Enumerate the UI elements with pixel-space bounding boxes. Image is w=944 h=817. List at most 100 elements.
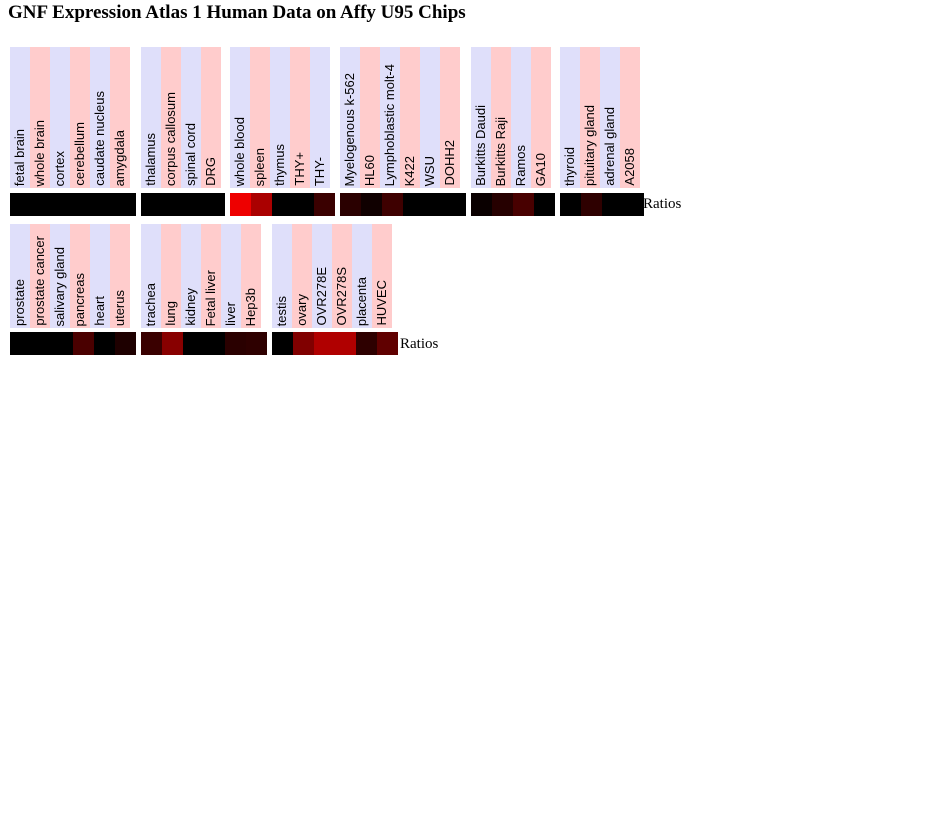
- expression-ratio-cell[interactable]: [251, 193, 272, 216]
- expression-ratio-cell[interactable]: [272, 332, 293, 355]
- expression-ratio-cell[interactable]: [560, 193, 581, 216]
- expression-ratio-cell[interactable]: [73, 193, 94, 216]
- sample-column: prostate: [10, 224, 30, 328]
- sample-column: thymus: [270, 47, 290, 188]
- expression-ratio-cell[interactable]: [162, 193, 183, 216]
- expression-ratio-cell[interactable]: [115, 332, 136, 355]
- expression-ratio-cell[interactable]: [204, 193, 225, 216]
- sample-label: whole blood: [232, 116, 247, 186]
- sample-label: salivary gland: [52, 246, 67, 327]
- expression-ratio-cell[interactable]: [141, 332, 162, 355]
- expression-ratio-cell[interactable]: [183, 193, 204, 216]
- expression-ratio-cell[interactable]: [162, 332, 183, 355]
- sample-label: corpus callosum: [163, 92, 178, 186]
- sample-column: lung: [161, 224, 181, 328]
- sample-column: thyroid: [560, 47, 580, 188]
- sample-label: testis: [274, 295, 289, 326]
- expression-ratio-cell[interactable]: [534, 193, 555, 216]
- sample-column: uterus: [110, 224, 130, 328]
- sample-column: THY+: [290, 47, 310, 188]
- expression-ratio-cell[interactable]: [10, 332, 31, 355]
- expression-ratio-cell[interactable]: [52, 193, 73, 216]
- sample-label: prostate cancer: [32, 236, 47, 326]
- sample-label: kidney: [183, 288, 198, 326]
- expression-ratio-cell[interactable]: [335, 332, 356, 355]
- sample-label: Hep3b: [243, 287, 258, 326]
- sample-label: caudate nucleus: [92, 91, 107, 186]
- sample-label: placenta: [354, 276, 369, 326]
- expression-ratio-cell[interactable]: [52, 332, 73, 355]
- expression-ratio-cell[interactable]: [424, 193, 445, 216]
- sample-column: placenta: [352, 224, 372, 328]
- sample-label: liver: [223, 302, 238, 326]
- sample-column: Burkitts Raji: [491, 47, 511, 188]
- sample-column: salivary gland: [50, 224, 70, 328]
- expression-ratio-cell[interactable]: [623, 193, 644, 216]
- sample-label: cortex: [52, 150, 67, 186]
- sample-label: thymus: [272, 144, 287, 186]
- expression-ratio-cell[interactable]: [94, 193, 115, 216]
- sample-label: thalamus: [143, 133, 158, 186]
- expression-ratio-cell[interactable]: [204, 332, 225, 355]
- expression-ratio-cell[interactable]: [183, 332, 204, 355]
- expression-ratio-cell[interactable]: [602, 193, 623, 216]
- sample-label: HUVEC: [374, 280, 389, 326]
- sample-column: cerebellum: [70, 47, 90, 188]
- sample-column: Myelogenous k-562: [340, 47, 360, 188]
- sample-label: trachea: [143, 282, 158, 326]
- expression-ratio-cell[interactable]: [361, 193, 382, 216]
- sample-label: Ramos: [513, 144, 528, 186]
- expression-ratio-cell[interactable]: [340, 193, 361, 216]
- sample-column: whole brain: [30, 47, 50, 188]
- sample-label: WSU: [422, 155, 437, 186]
- expression-ratio-cell[interactable]: [293, 193, 314, 216]
- sample-label: Burkitts Daudi: [473, 105, 488, 186]
- sample-label: A2058: [622, 148, 637, 186]
- sample-column: amygdala: [110, 47, 130, 188]
- sample-column: thalamus: [141, 47, 161, 188]
- expression-ratio-cell[interactable]: [314, 332, 335, 355]
- sample-column: heart: [90, 224, 110, 328]
- expression-ratio-cell[interactable]: [31, 332, 52, 355]
- expression-ratio-cell[interactable]: [73, 332, 94, 355]
- expression-ratio-cell[interactable]: [230, 193, 251, 216]
- expression-ratio-cell[interactable]: [356, 332, 377, 355]
- sample-column: spleen: [250, 47, 270, 188]
- expression-ratio-cell[interactable]: [225, 332, 246, 355]
- sample-label: GA10: [533, 152, 548, 186]
- expression-ratio-cell[interactable]: [115, 193, 136, 216]
- sample-label: OVR278S: [334, 267, 349, 326]
- sample-column: kidney: [181, 224, 201, 328]
- expression-ratio-cell[interactable]: [293, 332, 314, 355]
- sample-column: testis: [272, 224, 292, 328]
- sample-column: WSU: [420, 47, 440, 188]
- sample-label: prostate: [12, 279, 27, 326]
- expression-ratio-cell[interactable]: [471, 193, 492, 216]
- expression-ratio-cell[interactable]: [445, 193, 466, 216]
- expression-ratio-cell[interactable]: [314, 193, 335, 216]
- expression-ratio-cell[interactable]: [94, 332, 115, 355]
- ratios-label: Ratios: [643, 196, 682, 212]
- expression-ratio-cell[interactable]: [31, 193, 52, 216]
- sample-label: spinal cord: [183, 123, 198, 186]
- expression-ratio-cell[interactable]: [492, 193, 513, 216]
- sample-label: cerebellum: [72, 122, 87, 186]
- expression-ratio-cell[interactable]: [382, 193, 403, 216]
- sample-label: heart: [92, 296, 107, 326]
- expression-ratio-cell[interactable]: [10, 193, 31, 216]
- expression-ratio-cell[interactable]: [581, 193, 602, 216]
- expression-ratio-cell[interactable]: [272, 193, 293, 216]
- sample-column: pancreas: [70, 224, 90, 328]
- sample-column: cortex: [50, 47, 70, 188]
- sample-column: adrenal gland: [600, 47, 620, 188]
- sample-label: thyroid: [562, 146, 577, 186]
- sample-label: adrenal gland: [602, 107, 617, 186]
- expression-ratio-cell[interactable]: [141, 193, 162, 216]
- expression-ratio-cell[interactable]: [377, 332, 398, 355]
- sample-column: Lymphoblastic molt-4: [380, 47, 400, 188]
- expression-ratio-cell[interactable]: [513, 193, 534, 216]
- expression-ratio-cell[interactable]: [403, 193, 424, 216]
- sample-label: THY+: [292, 152, 307, 186]
- sample-column: Ramos: [511, 47, 531, 188]
- expression-ratio-cell[interactable]: [246, 332, 267, 355]
